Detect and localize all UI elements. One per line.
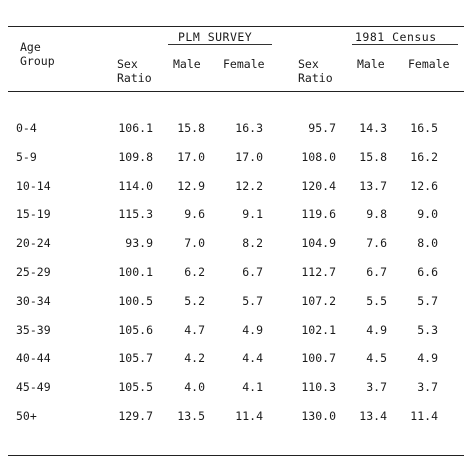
plm-sex-ratio-cell: 105.6 <box>118 323 153 337</box>
census-sex-ratio-cell: 119.6 <box>301 207 336 221</box>
census-female-cell: 6.6 <box>417 265 438 279</box>
census-male-cell: 9.8 <box>366 207 387 221</box>
census-female-cell: 5.3 <box>417 323 438 337</box>
plm-female-cell: 12.2 <box>235 179 263 193</box>
plm-sex-ratio-cell: 100.1 <box>118 265 153 279</box>
census-male-header: Male <box>357 57 385 71</box>
plm-male-cell: 9.6 <box>184 207 205 221</box>
plm-female-cell: 9.1 <box>242 207 263 221</box>
plm-sex-ratio-cell: 115.3 <box>118 207 153 221</box>
plm-male-cell: 5.2 <box>184 294 205 308</box>
plm-sex-ratio-cell: 105.5 <box>118 380 153 394</box>
plm-female-cell: 5.7 <box>242 294 263 308</box>
age-group-header-line2: Group <box>20 54 55 68</box>
plm-female-cell: 17.0 <box>235 150 263 164</box>
census-sex-ratio-cell: 130.0 <box>301 409 336 423</box>
census-female-cell: 5.7 <box>417 294 438 308</box>
census-female-cell: 8.0 <box>417 236 438 250</box>
census-female-cell: 3.7 <box>417 380 438 394</box>
plm-sex-ratio-cell: 106.1 <box>118 121 153 135</box>
plm-male-cell: 7.0 <box>184 236 205 250</box>
census-sex-ratio-cell: 102.1 <box>301 323 336 337</box>
census-1981-header: 1981 Census <box>355 30 437 44</box>
census-male-cell: 6.7 <box>366 265 387 279</box>
age-group-cell: 45-49 <box>16 380 51 394</box>
age-group-cell: 15-19 <box>16 207 51 221</box>
plm-sex-ratio-cell: 114.0 <box>118 179 153 193</box>
census-sex-ratio-cell: 120.4 <box>301 179 336 193</box>
census-male-cell: 15.8 <box>359 150 387 164</box>
header-rule <box>8 91 464 92</box>
census-male-cell: 13.7 <box>359 179 387 193</box>
census-male-cell: 3.7 <box>366 380 387 394</box>
census-female-cell: 12.6 <box>410 179 438 193</box>
age-group-cell: 50+ <box>16 409 37 423</box>
census-female-cell: 9.0 <box>417 207 438 221</box>
census-male-cell: 7.6 <box>366 236 387 250</box>
age-group-cell: 5-9 <box>16 150 37 164</box>
age-group-cell: 25-29 <box>16 265 51 279</box>
bottom-rule <box>8 455 464 456</box>
census-sex-ratio-cell: 104.9 <box>301 236 336 250</box>
plm-female-cell: 8.2 <box>242 236 263 250</box>
top-rule <box>8 26 464 27</box>
census-sex-ratio-cell: 112.7 <box>301 265 336 279</box>
plm-male-cell: 15.8 <box>177 121 205 135</box>
plm-sex-ratio-cell: 105.7 <box>118 351 153 365</box>
census-1981-underline <box>352 44 458 45</box>
age-group-cell: 35-39 <box>16 323 51 337</box>
age-group-cell: 10-14 <box>16 179 51 193</box>
census-male-cell: 4.9 <box>366 323 387 337</box>
census-sex-ratio-cell: 108.0 <box>301 150 336 164</box>
census-male-cell: 5.5 <box>366 294 387 308</box>
plm-male-cell: 4.0 <box>184 380 205 394</box>
census-female-header: Female <box>408 57 450 71</box>
age-group-cell: 0-4 <box>16 121 37 135</box>
census-male-cell: 13.4 <box>359 409 387 423</box>
plm-male-cell: 4.7 <box>184 323 205 337</box>
plm-male-cell: 17.0 <box>177 150 205 164</box>
plm-male-cell: 4.2 <box>184 351 205 365</box>
plm-female-cell: 4.1 <box>242 380 263 394</box>
census-sex-ratio-cell: 110.3 <box>301 380 336 394</box>
age-group-header-line1: Age <box>20 40 41 54</box>
age-group-cell: 20-24 <box>16 236 51 250</box>
census-male-cell: 14.3 <box>359 121 387 135</box>
census-sex-ratio-header-line2: Ratio <box>298 71 333 85</box>
plm-female-cell: 16.3 <box>235 121 263 135</box>
census-sex-ratio-cell: 107.2 <box>301 294 336 308</box>
plm-survey-underline <box>168 44 272 45</box>
plm-sex-ratio-cell: 93.9 <box>125 236 153 250</box>
age-group-cell: 30-34 <box>16 294 51 308</box>
plm-male-cell: 6.2 <box>184 265 205 279</box>
plm-sex-ratio-cell: 109.8 <box>118 150 153 164</box>
census-sex-ratio-cell: 100.7 <box>301 351 336 365</box>
plm-female-cell: 6.7 <box>242 265 263 279</box>
plm-female-cell: 11.4 <box>235 409 263 423</box>
census-male-cell: 4.5 <box>366 351 387 365</box>
plm-sex-ratio-header-line1: Sex <box>117 57 138 71</box>
census-sex-ratio-header-line1: Sex <box>298 57 319 71</box>
census-female-cell: 4.9 <box>417 351 438 365</box>
plm-survey-header: PLM SURVEY <box>178 30 253 44</box>
plm-female-cell: 4.4 <box>242 351 263 365</box>
plm-male-cell: 12.9 <box>177 179 205 193</box>
plm-sex-ratio-cell: 100.5 <box>118 294 153 308</box>
plm-sex-ratio-cell: 129.7 <box>118 409 153 423</box>
census-female-cell: 16.2 <box>410 150 438 164</box>
plm-sex-ratio-header-line2: Ratio <box>117 71 152 85</box>
plm-female-header: Female <box>223 57 265 71</box>
plm-female-cell: 4.9 <box>242 323 263 337</box>
census-sex-ratio-cell: 95.7 <box>308 121 336 135</box>
census-female-cell: 11.4 <box>410 409 438 423</box>
census-female-cell: 16.5 <box>410 121 438 135</box>
plm-male-cell: 13.5 <box>177 409 205 423</box>
age-group-cell: 40-44 <box>16 351 51 365</box>
plm-male-header: Male <box>173 57 201 71</box>
